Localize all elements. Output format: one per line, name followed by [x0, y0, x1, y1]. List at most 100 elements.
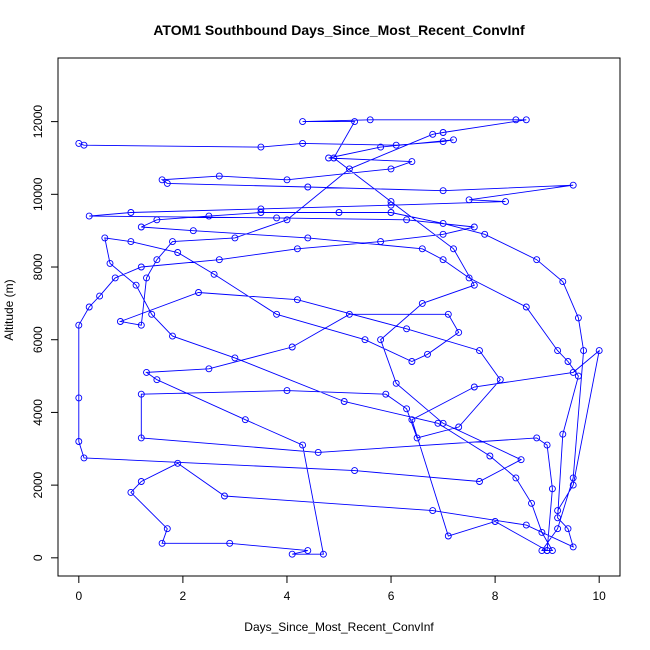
data-point [429, 507, 437, 515]
data-point [564, 525, 572, 533]
data-point [335, 209, 343, 216]
y-axis: 0 2000 4000 6000 8000 10000 12000 [31, 105, 58, 561]
data-point [158, 539, 166, 547]
data-point [143, 368, 150, 376]
data-point [444, 310, 452, 318]
y-tick-label: 8000 [31, 253, 45, 280]
data-point [283, 176, 291, 184]
data-point [215, 172, 223, 180]
data-point [408, 358, 416, 365]
x-axis: 0 2 4 6 8 10 [75, 576, 606, 603]
data-point [143, 274, 150, 282]
data-point [429, 130, 437, 138]
data-point [174, 249, 182, 256]
data-point [439, 230, 447, 238]
data-point [450, 245, 457, 253]
data-point [502, 198, 509, 206]
data-point [85, 303, 93, 311]
data-point [496, 376, 504, 384]
data-point [299, 118, 307, 126]
data-point [569, 474, 577, 482]
data-point [257, 143, 265, 151]
data-point [283, 387, 291, 395]
data-point [533, 256, 541, 264]
y-tick-label: 4000 [31, 399, 45, 426]
x-tick-label: 0 [75, 589, 82, 603]
data-point [158, 176, 166, 184]
y-tick-label: 6000 [31, 326, 45, 353]
data-point [148, 310, 156, 318]
chart-title: ATOM1 Southbound Days_Since_Most_Recent_… [153, 22, 525, 38]
x-axis-label: Days_Since_Most_Recent_ConvInf [244, 620, 434, 634]
data-point [137, 478, 145, 485]
data-point [377, 336, 385, 344]
data-point [522, 116, 530, 124]
data-point [366, 116, 374, 124]
y-tick-label: 10000 [31, 177, 45, 211]
data-point [127, 209, 135, 216]
data-point [345, 165, 353, 173]
data-point [174, 459, 182, 467]
data-point [330, 154, 338, 162]
data-point [75, 438, 83, 445]
data-point [465, 196, 473, 204]
data-point [340, 398, 348, 405]
data-point [319, 550, 327, 558]
data-point [304, 547, 312, 555]
data-point [116, 318, 124, 325]
data-point [517, 456, 525, 464]
data-point [221, 492, 228, 500]
data-point [215, 256, 223, 264]
data-point [403, 325, 411, 333]
data-point [80, 454, 88, 462]
data-point [439, 187, 447, 195]
data-point [387, 165, 395, 173]
data-point [80, 141, 88, 149]
data-point [564, 358, 572, 365]
data-point [288, 343, 296, 351]
data-point [195, 289, 202, 296]
data-point [137, 434, 145, 442]
x-tick-label: 6 [388, 589, 395, 603]
data-point [293, 296, 301, 304]
data-point [424, 350, 431, 358]
x-tick-label: 4 [284, 589, 291, 603]
data-point [127, 238, 135, 246]
data-point [75, 394, 83, 402]
series-layer [75, 116, 603, 558]
data-point [137, 390, 145, 398]
data-point [314, 448, 322, 456]
y-tick-label: 0 [31, 554, 45, 561]
data-point [439, 138, 447, 146]
data-point [418, 299, 426, 307]
data-point [325, 154, 333, 162]
data-point [538, 547, 546, 555]
data-point [101, 234, 109, 242]
data-point [169, 332, 176, 340]
data-point [481, 230, 489, 238]
data-point [361, 336, 369, 344]
data-point [470, 223, 478, 231]
data-point [387, 209, 395, 216]
data-point [351, 467, 359, 475]
data-point [137, 263, 145, 271]
data-point [387, 198, 395, 206]
data-point [226, 539, 234, 547]
data-point [392, 141, 400, 149]
data-point [85, 212, 93, 220]
data-point [273, 310, 281, 318]
data-point [163, 525, 171, 533]
data-point [241, 416, 249, 424]
data-point [153, 216, 161, 224]
data-point [75, 321, 83, 329]
data-point [288, 550, 296, 558]
data-point [351, 118, 359, 126]
data-point [304, 183, 312, 191]
data-point [189, 227, 197, 235]
data-point [569, 543, 577, 551]
data-point [548, 547, 556, 555]
data-point [522, 303, 530, 311]
data-point [554, 514, 562, 522]
data-point [491, 518, 499, 525]
